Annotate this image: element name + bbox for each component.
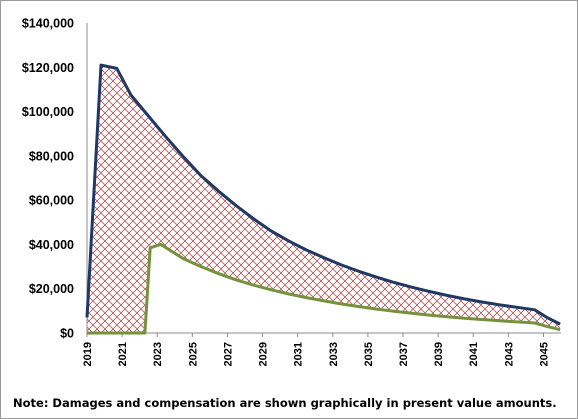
y-tick-labels: $0 $20,000 $40,000 $60,000 $80,000 $100,000 $1… [22,17,74,341]
hatched-area-layer [87,65,561,333]
y-tick-label: $60,000 [29,194,74,208]
y-tick-label: $20,000 [29,282,74,296]
x-tick-label: 2023 [152,342,164,366]
series-layer [85,63,561,335]
series-line-2 [87,242,561,335]
y-tick-label: $100,000 [22,105,74,119]
axis-layer [86,23,561,337]
x-tick-label: 2027 [222,342,234,366]
x-tick-label: 2037 [398,342,410,366]
hatched-difference-area [87,65,561,333]
x-tick-label: 2031 [293,342,305,366]
y-tick-label: $80,000 [29,149,74,163]
x-tick-label: 2019 [82,342,94,366]
x-tick-label: 2033 [328,342,340,366]
y-tick-label: $120,000 [22,61,74,75]
x-tick-label: 2041 [468,342,480,366]
y-tick-label: $40,000 [29,238,74,252]
x-tick-label: 2039 [433,342,445,366]
x-tick-label: 2021 [117,342,129,366]
y-tick-label: $140,000 [22,17,74,31]
y-tick-label: $0 [60,327,74,341]
area-chart: $0 $20,000 $40,000 $60,000 $80,000 $100,000 $1… [22,17,561,366]
footnote: Note: Damages and compensation are shown… [13,396,557,410]
x-tick-label: 2029 [258,342,270,366]
x-tick-label: 2045 [538,342,550,366]
x-tick-labels: 2019 2021 2023 2025 2027 2029 2031 2033 2035 2037… [82,342,550,366]
x-tick-label: 2035 [363,342,375,366]
series-line-1 [85,63,561,326]
x-tick-label: 2025 [187,342,199,366]
x-tick-label: 2043 [503,342,515,366]
